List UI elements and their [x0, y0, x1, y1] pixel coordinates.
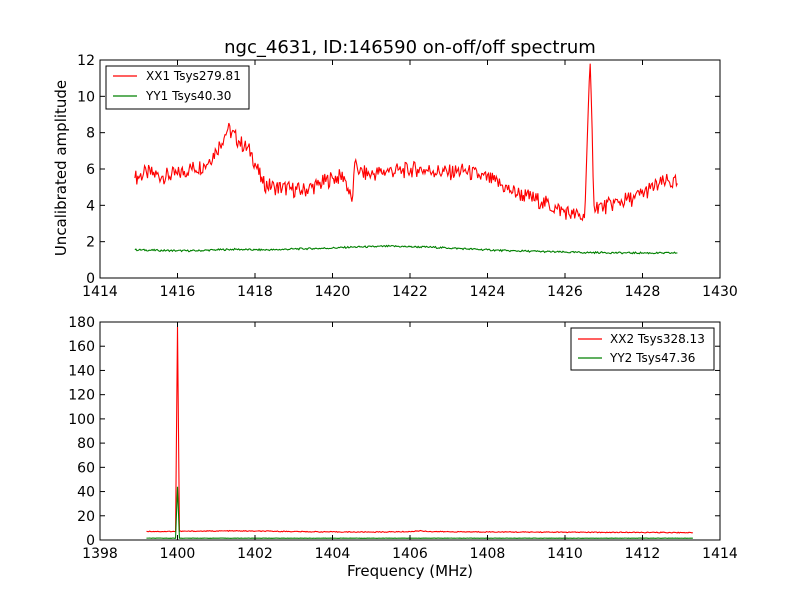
bottom-x-tick-label: 1408 [470, 546, 506, 562]
top-spectrum-panel: ngc_4631, ID:146590 on-off/off spectrum … [52, 37, 738, 300]
bottom-y-tick-label: 140 [68, 363, 95, 379]
top-legend-box [105, 65, 250, 110]
bottom-x-tick-label: 1398 [82, 546, 118, 562]
bottom-y-tick-label: 120 [68, 388, 95, 404]
bottom-y-tick-label: 160 [68, 339, 95, 355]
top-x-tick-label: 1428 [625, 284, 661, 300]
bottom-legend-box [570, 327, 715, 371]
x-axis-label: Frequency (MHz) [347, 562, 473, 580]
top-x-tick-label: 1424 [470, 284, 506, 300]
top-y-tick-label: 2 [86, 235, 95, 251]
bottom-y-tick-label: 100 [68, 412, 95, 428]
bottom-spectrum-panel: Frequency (MHz) 1398 1400 1402 1404 1406 1408… [68, 315, 738, 580]
top-x-tick-label: 1422 [392, 284, 428, 300]
bottom-series-group [146, 326, 694, 539]
bottom-x-tick-label: 1404 [315, 546, 351, 562]
bottom-axis-ticks: 1398 1400 1402 1404 1406 1408 1410 1412 1414 0 20 4… [68, 315, 738, 562]
bottom-series-line-1 [146, 326, 694, 534]
top-y-tick-label: 4 [86, 198, 95, 214]
top-legend: XX1 Tsys279.81 YY1 Tsys40.30 [105, 65, 250, 110]
bottom-x-tick-label: 1400 [160, 546, 196, 562]
bottom-y-tick-label: 20 [77, 509, 95, 525]
bottom-x-tick-label: 1410 [547, 546, 583, 562]
bottom-x-tick-label: 1402 [237, 546, 273, 562]
bottom-legend: XX2 Tsys328.13 YY2 Tsys47.36 [570, 327, 715, 371]
bottom-y-tick-label: 40 [77, 485, 95, 501]
top-x-tick-label: 1416 [160, 284, 196, 300]
top-series-line-2 [134, 244, 678, 255]
top-x-tick-label: 1418 [237, 284, 273, 300]
top-y-tick-label: 8 [86, 126, 95, 142]
legend-label-yy1: YY1 Tsys40.30 [145, 89, 231, 103]
top-y-tick-label: 12 [77, 53, 95, 69]
top-x-tick-label: 1430 [702, 284, 738, 300]
bottom-x-tick-label: 1406 [392, 546, 428, 562]
chart-title: ngc_4631, ID:146590 on-off/off spectrum [224, 37, 596, 58]
top-series-line-1 [134, 63, 678, 222]
legend-label-xx1: XX1 Tsys279.81 [146, 69, 241, 83]
bottom-x-tick-label: 1414 [702, 546, 738, 562]
top-y-tick-label: 0 [86, 271, 95, 287]
top-x-tick-label: 1420 [315, 284, 351, 300]
top-x-tick-label: 1426 [547, 284, 583, 300]
bottom-y-tick-label: 60 [77, 460, 95, 476]
top-series-group [134, 63, 678, 255]
top-y-tick-label: 6 [86, 162, 95, 178]
bottom-series-line-2 [146, 486, 693, 539]
legend-label-yy2: YY2 Tsys47.36 [609, 351, 695, 365]
top-x-tick-label: 1414 [82, 284, 118, 300]
y-axis-label: Uncalibrated amplitude [52, 80, 70, 256]
bottom-y-tick-label: 0 [86, 533, 95, 549]
bottom-y-tick-label: 80 [77, 436, 95, 452]
legend-label-xx2: XX2 Tsys328.13 [610, 332, 705, 346]
bottom-y-tick-label: 180 [68, 315, 95, 331]
top-y-tick-label: 10 [77, 89, 95, 105]
top-axis-ticks: 1414 1416 1418 1420 1422 1424 1426 1428 1430 0 2 4 6… [77, 53, 738, 300]
bottom-x-tick-label: 1412 [625, 546, 661, 562]
